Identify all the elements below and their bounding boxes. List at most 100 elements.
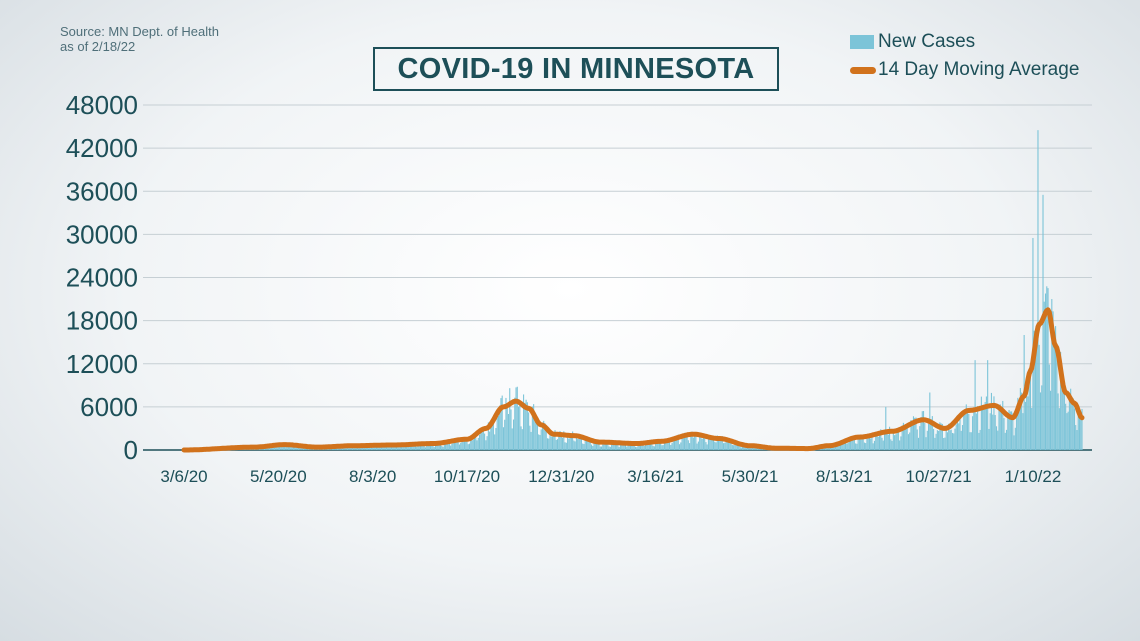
daily-case-bar — [881, 437, 883, 450]
daily-case-bar — [541, 425, 543, 450]
daily-case-bar — [681, 436, 683, 450]
daily-case-bar — [985, 396, 987, 450]
daily-case-bar — [545, 427, 547, 450]
daily-case-bar — [972, 416, 974, 450]
daily-case-bar — [862, 438, 864, 450]
daily-case-bar — [497, 415, 499, 450]
daily-case-bar — [697, 441, 699, 450]
daily-case-bar — [1055, 326, 1057, 450]
daily-case-bar — [1029, 365, 1031, 450]
daily-case-bar — [563, 431, 565, 450]
daily-case-bar — [479, 434, 481, 450]
x-tick-label: 8/3/20 — [349, 467, 396, 486]
daily-case-bar — [429, 442, 432, 450]
daily-case-bar — [441, 445, 443, 450]
daily-case-bar — [406, 446, 408, 450]
daily-case-bar — [842, 440, 844, 450]
daily-case-bar — [739, 444, 741, 450]
daily-case-bar — [619, 443, 621, 450]
daily-case-bar — [1078, 414, 1081, 450]
daily-case-bar — [868, 437, 870, 450]
daily-case-bar — [468, 443, 471, 450]
daily-case-bar — [852, 438, 854, 450]
daily-case-bar — [631, 442, 633, 450]
daily-case-bar — [940, 423, 942, 450]
y-tick-label: 30000 — [66, 219, 138, 249]
daily-case-bar — [992, 414, 994, 450]
daily-case-bar — [612, 440, 614, 450]
daily-case-bar — [569, 436, 571, 450]
daily-case-bar — [451, 443, 453, 450]
daily-case-bar — [671, 443, 673, 450]
daily-case-bar — [457, 440, 459, 450]
daily-case-bar — [353, 448, 355, 450]
daily-case-bar — [1009, 411, 1011, 450]
daily-case-bar — [645, 445, 647, 450]
daily-case-bar — [880, 429, 882, 450]
daily-case-bar — [887, 434, 889, 450]
daily-case-bar — [973, 411, 975, 450]
source-note: Source: MN Dept. of Health as of 2/18/22 — [60, 24, 219, 54]
daily-case-bar — [446, 441, 448, 450]
daily-case-bar — [715, 442, 717, 450]
daily-case-bar — [328, 448, 330, 450]
daily-case-bar — [1046, 286, 1048, 450]
daily-case-bar — [998, 404, 1000, 450]
daily-case-bar — [592, 445, 594, 450]
daily-case-bar — [686, 436, 688, 450]
daily-case-bar — [934, 437, 936, 450]
daily-case-bar — [906, 424, 908, 450]
daily-case-bar — [585, 437, 588, 450]
daily-case-bar — [642, 442, 644, 450]
daily-case-bar — [946, 432, 948, 450]
daily-case-bar — [850, 438, 852, 450]
daily-case-bar — [680, 442, 682, 450]
daily-case-bar — [407, 446, 409, 450]
daily-case-bar — [1081, 408, 1083, 450]
daily-case-bar — [916, 429, 918, 450]
daily-case-bar — [1073, 408, 1076, 450]
y-tick-label: 0 — [124, 435, 138, 465]
legend-label-new-cases: New Cases — [878, 31, 976, 52]
daily-case-bar — [886, 429, 888, 450]
daily-case-bar — [1028, 378, 1030, 450]
daily-case-bar — [939, 422, 941, 450]
daily-case-bar — [863, 442, 865, 450]
daily-case-bar — [1050, 390, 1052, 450]
daily-case-bar — [550, 436, 552, 450]
daily-case-bar — [597, 443, 599, 450]
y-tick-label: 24000 — [66, 263, 138, 293]
daily-case-bar — [922, 411, 925, 450]
daily-case-bar — [1000, 410, 1003, 450]
daily-case-bar — [510, 409, 512, 450]
daily-case-bar — [909, 432, 911, 450]
daily-case-bar — [345, 448, 347, 450]
daily-case-bar — [633, 445, 635, 450]
daily-case-bar — [719, 439, 721, 450]
daily-case-bar — [915, 417, 917, 450]
daily-case-bar — [389, 446, 391, 450]
daily-case-bar — [740, 447, 742, 450]
daily-case-bar — [896, 428, 898, 450]
daily-case-bar — [296, 446, 298, 450]
daily-case-bar — [275, 446, 277, 450]
daily-case-bar — [443, 442, 445, 450]
daily-case-bar — [889, 426, 891, 450]
daily-case-bar — [590, 444, 593, 450]
daily-case-bar — [965, 404, 967, 450]
daily-case-bar — [931, 416, 933, 450]
x-tick-label: 3/6/20 — [160, 467, 207, 486]
daily-case-bar — [968, 413, 970, 450]
daily-case-bar — [481, 432, 483, 450]
daily-case-bar — [944, 437, 946, 450]
daily-case-bar — [925, 437, 927, 450]
daily-case-bar — [910, 420, 912, 450]
daily-case-bar — [580, 436, 582, 450]
daily-case-bar — [924, 423, 926, 450]
daily-case-bar — [749, 447, 751, 450]
daily-case-bar — [699, 432, 701, 450]
daily-case-bar — [912, 416, 915, 450]
daily-case-bar — [828, 447, 830, 450]
daily-case-bar — [723, 443, 725, 450]
daily-case-bar — [551, 436, 554, 450]
